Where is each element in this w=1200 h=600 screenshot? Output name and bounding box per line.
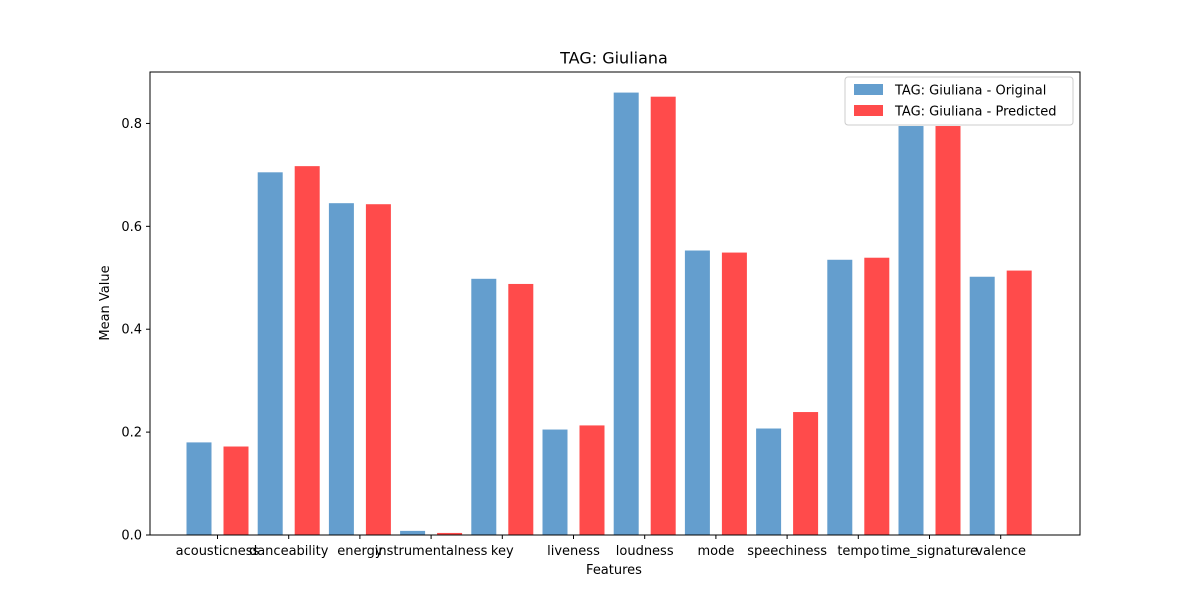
bar-predicted-acousticness (223, 446, 249, 535)
x-tick-label: key (491, 544, 514, 559)
series-predicted (223, 96, 1032, 536)
x-tick-label: liveness (547, 544, 600, 559)
bar-predicted-liveness (579, 425, 605, 535)
bar-predicted-time_signature (935, 126, 961, 536)
x-tick-label: tempo (837, 544, 879, 559)
bar-predicted-key (508, 283, 534, 535)
legend-label: TAG: Giuliana - Original (894, 84, 1046, 99)
legend-label: TAG: Giuliana - Predicted (894, 105, 1056, 120)
chart-title: TAG: Giuliana (559, 49, 668, 68)
bar-original-time_signature (898, 126, 924, 536)
bar-predicted-mode (721, 252, 747, 535)
y-tick-label: 0.4 (121, 323, 142, 338)
x-tick-label: valence (975, 544, 1026, 559)
y-tick-label: 0.8 (121, 117, 142, 132)
series-original (186, 92, 995, 536)
bar-original-instrumentalness (400, 530, 426, 535)
bar-original-danceability (257, 172, 283, 536)
bar-original-tempo (827, 259, 853, 535)
bar-original-speechiness (756, 428, 782, 535)
bar-original-key (471, 278, 497, 535)
bar-predicted-energy (365, 204, 391, 535)
x-tick-label: energy (337, 544, 383, 559)
x-tick-label: mode (697, 544, 734, 559)
legend: TAG: Giuliana - Original TAG: Giuliana - … (844, 76, 1074, 126)
bars-layer (186, 92, 1032, 536)
x-axis-label: Features (586, 563, 642, 578)
y-axis-label: Mean Value (98, 265, 113, 340)
legend-swatch (854, 105, 883, 116)
bar-original-valence (969, 276, 995, 535)
bar-original-loudness (613, 92, 639, 536)
x-tick-label: acousticness (176, 544, 260, 559)
x-tick-label: instrumentalness (375, 544, 488, 559)
bar-predicted-speechiness (793, 412, 819, 535)
bar-original-mode (684, 250, 710, 536)
bar-original-liveness (542, 429, 568, 535)
bar-original-acousticness (186, 442, 212, 535)
y-tick-label: 0.2 (121, 426, 142, 441)
x-tick-label: loudness (616, 544, 674, 559)
bar-predicted-tempo (864, 257, 890, 535)
legend-box (844, 76, 1074, 126)
bar-predicted-instrumentalness (437, 532, 463, 535)
bar-predicted-loudness (650, 96, 676, 536)
bar-predicted-danceability (294, 166, 320, 536)
bar-predicted-valence (1006, 270, 1032, 535)
x-tick-label: speechiness (747, 544, 827, 559)
y-tick-label: 0.6 (121, 220, 142, 235)
x-tick-label: time_signature (881, 544, 978, 559)
plot-frame (149, 71, 1081, 536)
y-tick-label: 0.0 (121, 529, 142, 544)
legend-swatch (854, 84, 883, 95)
bar-original-energy (328, 203, 354, 535)
x-tick-label: danceability (249, 544, 329, 559)
